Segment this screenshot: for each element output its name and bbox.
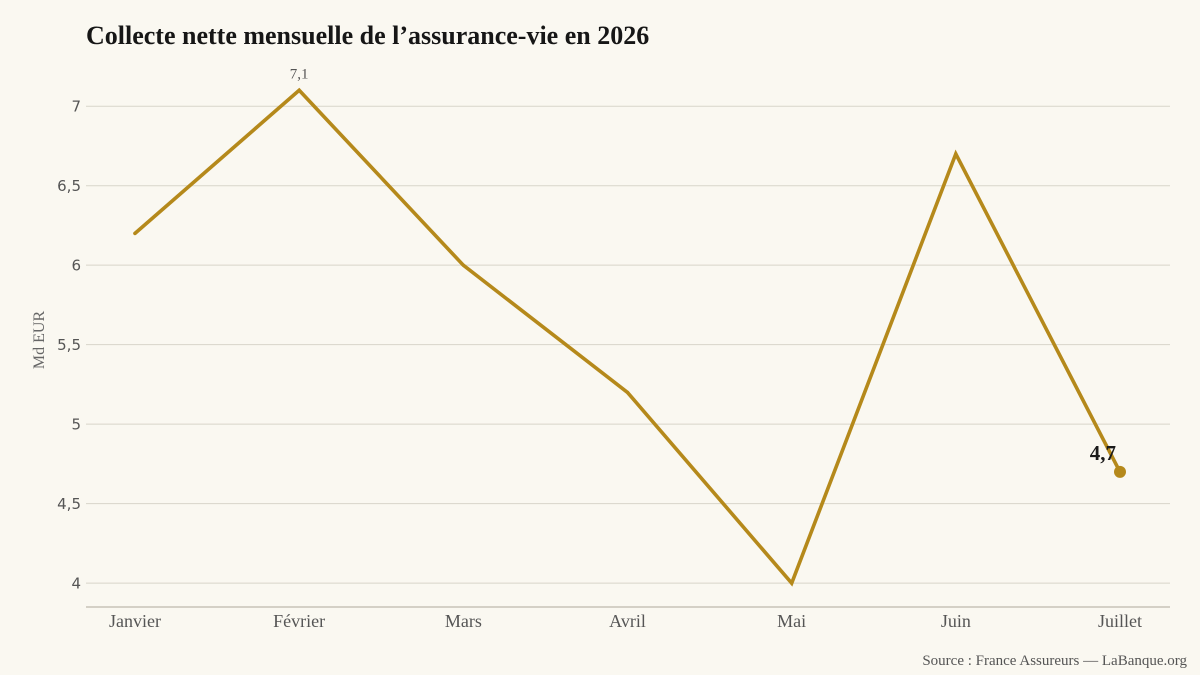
x-tick-label: Janvier <box>109 611 161 631</box>
y-tick-label: 5 <box>71 416 81 434</box>
data-point-janvier <box>133 231 137 235</box>
x-axis-ticks: Janvier Février Mars Avril Mai Juin Juillet <box>109 611 1142 631</box>
data-point-fevrier <box>297 88 301 92</box>
y-axis-label: Md EUR <box>31 311 48 370</box>
y-tick-label: 6 <box>71 257 81 275</box>
data-point-juillet <box>1114 465 1126 478</box>
annotations: 7,1 4,7 <box>290 66 1116 465</box>
source-note: Source : France Assureurs — LaBanque.org <box>922 653 1187 669</box>
x-tick-label: Juillet <box>1098 611 1142 631</box>
y-tick-label: 4 <box>71 575 81 593</box>
y-tick-label: 4,5 <box>57 495 81 513</box>
data-point-mars <box>461 263 465 267</box>
y-axis-ticks: 4 4,5 5 5,5 6 6,5 7 <box>57 98 81 593</box>
x-tick-label: Juin <box>941 611 971 631</box>
gridlines <box>86 105 1170 608</box>
data-point-avril <box>625 390 630 394</box>
data-label-fevrier: 7,1 <box>290 66 309 82</box>
data-label-juillet: 4,7 <box>1090 441 1116 465</box>
series <box>133 87 1126 587</box>
x-tick-label: Avril <box>609 611 646 631</box>
y-tick-label: 6,5 <box>57 177 81 195</box>
y-tick-label: 5,5 <box>57 336 81 354</box>
x-tick-label: Mars <box>445 611 482 631</box>
x-tick-label: Mai <box>777 611 806 631</box>
data-point-mai <box>790 581 794 585</box>
x-tick-label: Février <box>273 611 325 631</box>
data-point-juin <box>954 152 958 156</box>
chart-title: Collecte nette mensuelle de l’assurance-… <box>86 21 649 50</box>
y-tick-label: 7 <box>71 98 81 116</box>
